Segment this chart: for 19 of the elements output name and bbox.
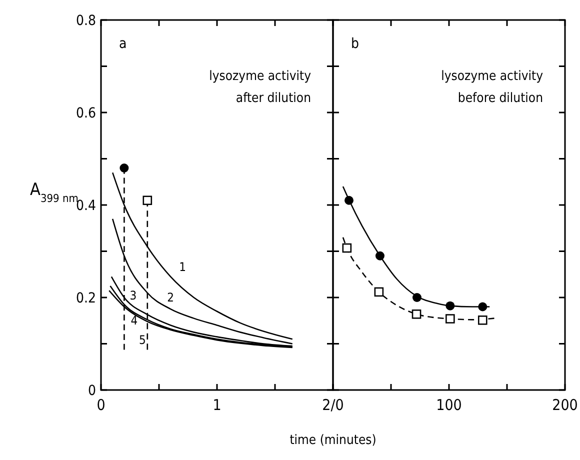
- x-tick-label: 200: [552, 396, 578, 414]
- series-label: 3: [130, 288, 137, 303]
- y-tick-label: 0.6: [76, 105, 96, 122]
- text: lysozyme activity before dilution: [441, 69, 544, 106]
- y-tick-label: 0.8: [76, 12, 96, 29]
- series-label: 2: [167, 290, 174, 304]
- y-tick-label: 0: [88, 382, 96, 399]
- y-tick-label: 0.2: [76, 290, 96, 306]
- x-tick-label: 1: [212, 396, 222, 414]
- annotation: a: [119, 36, 127, 52]
- series-label: 5: [138, 332, 146, 347]
- x-tick-label: 100: [436, 396, 462, 414]
- x-tick-label: 2/0: [322, 396, 344, 414]
- y-tick-label: 0.4: [76, 198, 96, 214]
- x-axis-title: time (minutes): [290, 433, 376, 448]
- text: lysozyme activity after dilution: [209, 69, 312, 106]
- annotation: b: [351, 36, 359, 52]
- series-label: 1: [179, 260, 186, 274]
- series-label: 4: [130, 314, 138, 328]
